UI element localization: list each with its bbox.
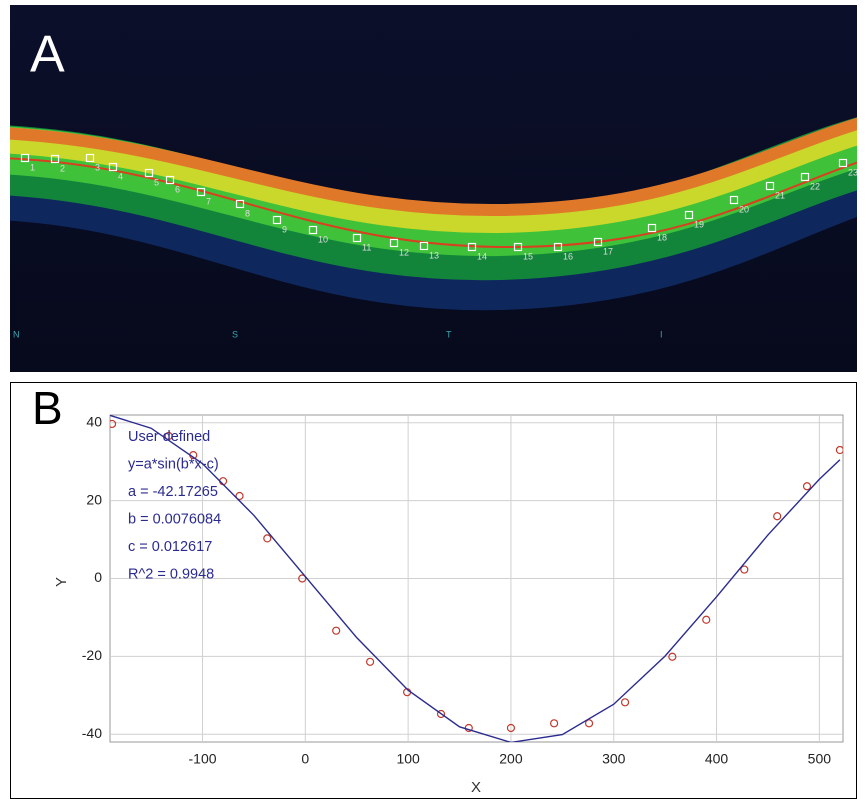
layer-marker (108, 162, 118, 172)
fit-annotation: y=a*sin(b*x-c) (128, 456, 219, 472)
marker-label: 4 (118, 171, 123, 181)
marker-label: 7 (206, 196, 211, 206)
data-point (332, 626, 341, 635)
layer-marker (50, 154, 60, 164)
x-tick-label: 100 (396, 751, 420, 767)
layer-marker (684, 210, 694, 220)
oct-layer (10, 118, 857, 234)
oct-image: A (10, 5, 857, 372)
layer-marker (467, 242, 477, 252)
oct-trace (10, 157, 857, 249)
x-tick-label: -100 (189, 751, 217, 767)
layer-marker (838, 158, 848, 168)
marker-label: 17 (603, 246, 613, 256)
data-point (550, 719, 559, 728)
layer-marker (196, 187, 206, 197)
x-tick-label: 200 (499, 751, 523, 767)
data-point (584, 719, 594, 728)
layer-marker (729, 195, 739, 205)
marker-label: 1 (30, 162, 35, 172)
fit-annotation: c = 0.012617 (128, 539, 212, 555)
layer-marker (419, 241, 429, 251)
marker-label: 22 (810, 181, 820, 191)
plot-layer (110, 415, 843, 742)
marker-label: 23 (848, 167, 858, 177)
data-point (668, 652, 677, 661)
marker-label: 9 (282, 224, 287, 234)
marker-label: 21 (775, 190, 785, 200)
x-tick-label: 400 (705, 751, 729, 767)
data-point (263, 534, 272, 543)
marker-label: 2 (60, 163, 65, 173)
layer-marker (235, 199, 245, 209)
marker-label: 19 (694, 219, 704, 229)
marker-label: 13 (429, 250, 439, 260)
y-tick-label: -40 (82, 725, 102, 741)
region-label: T (446, 329, 452, 339)
layer-marker (800, 172, 810, 182)
layer-marker (352, 233, 362, 243)
data-point (110, 419, 117, 429)
x-tick-label: 500 (808, 751, 832, 767)
data-point (506, 723, 516, 733)
marker-label: 14 (477, 251, 487, 261)
x-tick-label: 0 (301, 751, 309, 767)
y-tick-label: -20 (82, 647, 102, 663)
marker-label: 18 (657, 232, 667, 242)
layer-marker (85, 153, 95, 163)
layer-marker (647, 223, 657, 233)
oct-layer (10, 117, 857, 217)
data-point (298, 574, 307, 583)
region-label: S (232, 329, 238, 339)
marker-label: 3 (95, 162, 100, 172)
data-point (740, 565, 749, 574)
marker-label: 6 (175, 184, 180, 194)
marker-label: 5 (154, 177, 159, 187)
data-point (620, 698, 630, 707)
layer-marker (593, 237, 603, 247)
x-tick-label: 300 (602, 751, 626, 767)
marker-label: 15 (523, 251, 533, 261)
data-point (802, 482, 812, 491)
data-point (702, 615, 711, 624)
marker-label: 11 (362, 242, 371, 252)
y-tick-label: 20 (86, 491, 102, 507)
layer-marker (389, 238, 399, 248)
marker-label: 10 (318, 234, 328, 244)
layer-marker (165, 175, 175, 185)
fit-annotation: User defined (128, 429, 210, 445)
layer-marker (144, 168, 154, 178)
chart-frame (10, 382, 857, 799)
layer-marker (272, 215, 282, 225)
data-point (365, 657, 375, 666)
layer-marker (513, 242, 523, 252)
region-label: N (13, 329, 20, 339)
layer-marker (308, 225, 318, 235)
marker-label: 12 (399, 247, 409, 257)
layer-marker (20, 153, 30, 163)
marker-label: 20 (739, 204, 749, 214)
marker-label: 8 (245, 208, 250, 218)
layer-marker (765, 181, 775, 191)
data-point (835, 445, 843, 455)
fit-annotation: a = -42.17265 (128, 484, 218, 500)
data-point (773, 512, 782, 521)
fit-annotation: R^2 = 0.9948 (128, 566, 214, 582)
panel-label: B (32, 382, 63, 434)
fit-annotation: b = 0.0076084 (128, 511, 221, 527)
data-point (436, 709, 446, 719)
layer-marker (553, 242, 563, 252)
x-axis-label: X (471, 779, 481, 796)
y-tick-label: 40 (86, 413, 102, 429)
region-label: I (660, 329, 663, 339)
marker-label: 16 (563, 251, 573, 261)
y-tick-label: 0 (94, 569, 102, 585)
data-point (235, 491, 244, 501)
y-axis-label: Y (53, 577, 70, 587)
fit-line (110, 415, 841, 742)
panel-label: A (30, 26, 65, 84)
